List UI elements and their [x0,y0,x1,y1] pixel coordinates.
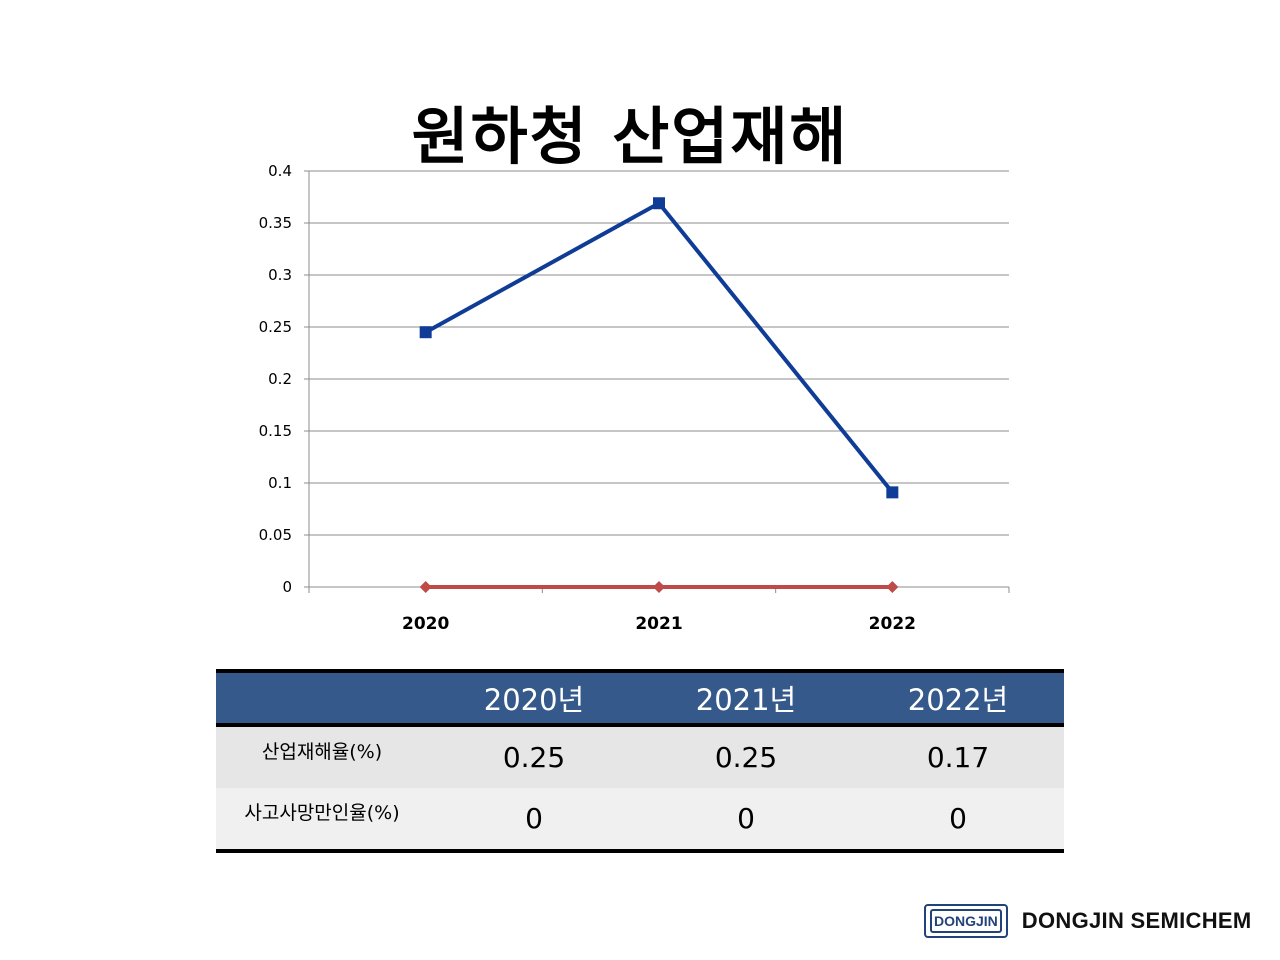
table-row: 사고사망만인율(%) 0 0 0 [216,788,1064,853]
data-point [419,326,432,339]
y-tick-label: 0.3 [268,266,292,284]
line-chart: 0.4 0.35 0.3 0.25 0.2 0.15 0.1 0.05 0 2020 2021 202… [259,162,1010,634]
y-tick-label: 0.2 [268,370,292,388]
table-cell: 0.25 [640,725,852,788]
data-point [419,581,432,593]
y-tick-label: 0.05 [259,526,292,544]
y-tick-label: 0.25 [259,318,292,336]
table-header-cell: 2022년 [852,669,1064,727]
x-tick-label: 2020 [402,614,449,634]
data-point [886,486,899,499]
y-tick-label: 0.1 [268,474,292,492]
table-header-cell [216,669,428,727]
data-point [886,581,899,593]
company-logo: DONGJIN DONGJIN SEMICHEM [924,902,1252,940]
x-tick-label: 2021 [635,614,682,634]
page-title: 원하청 산업재해 [411,100,849,173]
table-cell: 0.17 [852,725,1064,788]
chart-axes [304,170,1010,593]
chart-gridlines [309,170,1009,588]
table-row: 산업재해율(%) 0.25 0.25 0.17 [216,725,1064,788]
y-tick-label: 0.4 [268,162,292,180]
table-cell: 0 [852,788,1064,853]
table-cell: 0 [640,788,852,853]
data-point [653,197,665,210]
logo-mark-text: DONGJIN [930,909,1002,933]
chart-tick-labels: 0.4 0.35 0.3 0.25 0.2 0.15 0.1 0.05 0 2020 2021 202… [259,162,916,634]
x-tick-label: 2022 [869,614,916,634]
chart-series [419,197,899,593]
y-tick-label: 0 [282,578,292,596]
row-label: 산업재해율(%) [216,725,428,788]
logo-mark: DONGJIN [924,904,1008,938]
table-header-cell: 2020년 [428,669,640,727]
series-line [424,201,894,494]
y-tick-label: 0.15 [259,422,292,440]
company-name: DONGJIN SEMICHEM [1021,908,1252,933]
table-cell: 0.25 [428,725,640,788]
table-header-cell: 2021년 [640,669,852,727]
table-header-row: 2020년 2021년 2022년 [216,669,1064,727]
data-table: 2020년 2021년 2022년 산업재해율(%) 0.25 0.25 0.1… [216,669,1064,853]
y-tick-label: 0.35 [259,214,292,232]
table-cell: 0 [428,788,640,853]
row-label: 사고사망만인율(%) [216,788,428,853]
data-point [653,581,665,593]
